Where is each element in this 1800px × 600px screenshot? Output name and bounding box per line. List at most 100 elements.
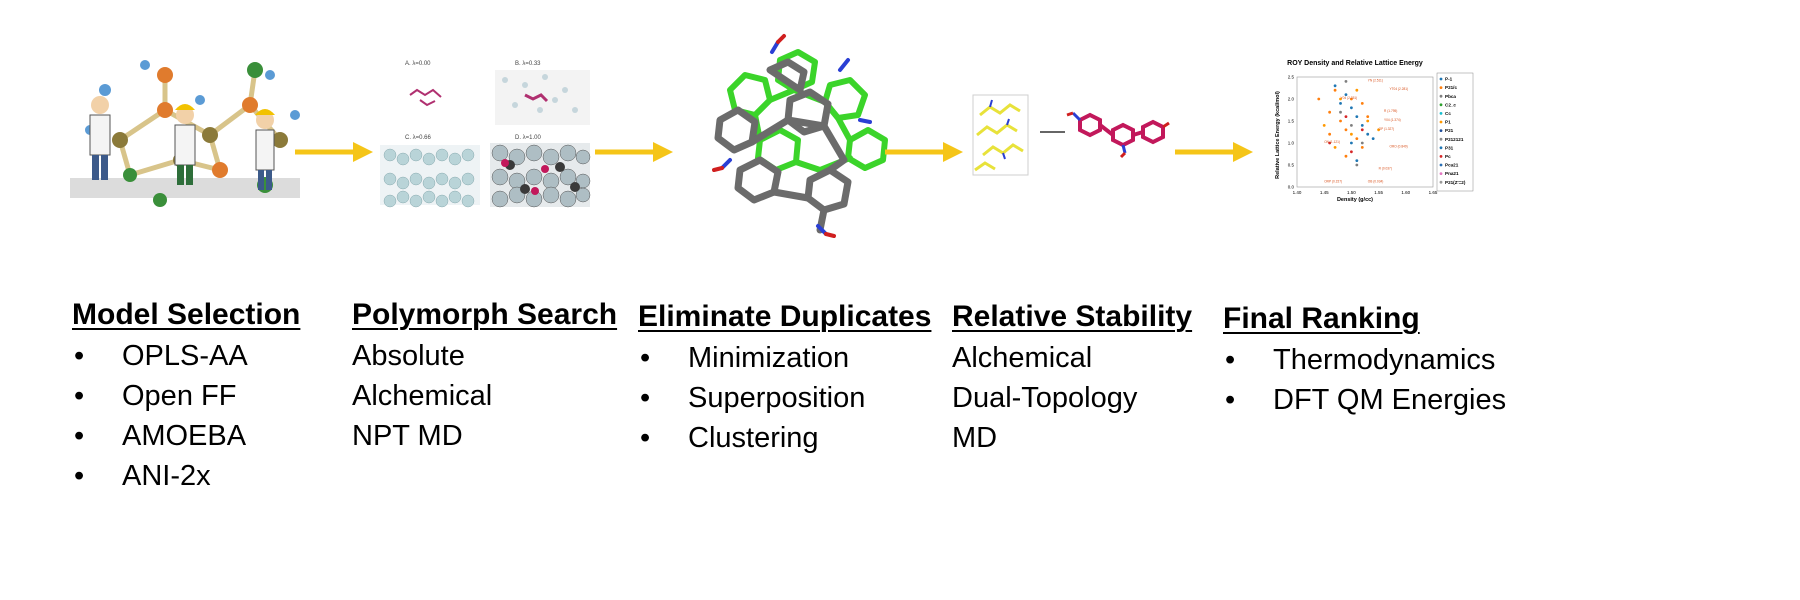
data-point <box>1333 84 1337 88</box>
legend-box <box>1436 72 1474 192</box>
data-point <box>1344 154 1348 158</box>
y-axis-label: Relative Lattice Energy (kcal/mol) <box>1275 91 1281 179</box>
list-item: • Minimization <box>638 338 931 378</box>
data-point <box>1328 141 1332 145</box>
bullet: • <box>1225 384 1236 416</box>
legend-marker <box>1439 180 1443 184</box>
step-title: Final Ranking <box>1223 302 1420 335</box>
data-point <box>1339 97 1342 101</box>
legend-marker <box>1439 155 1443 158</box>
ranking-scatter-chart: ROY Density and Relative Lattice Energy … <box>1275 60 1474 203</box>
step-final-ranking: Final Ranking • Thermodynamics • DFT QM En… <box>1223 302 1506 420</box>
data-point <box>1360 124 1364 127</box>
step-title: Model Selection <box>72 298 301 331</box>
panel-label: B. λ=0.33 <box>515 61 541 67</box>
list-item: Absolute <box>352 340 465 372</box>
list-item: • Open FF <box>72 376 300 416</box>
data-point <box>1355 137 1359 140</box>
relative-stability-illustration <box>972 94 1170 176</box>
data-point <box>1350 106 1353 110</box>
legend-label: C2_c <box>1445 102 1456 107</box>
data-point <box>1322 124 1326 127</box>
legend-label: Cc <box>1445 111 1451 116</box>
bullet: • <box>74 420 85 452</box>
bullet: • <box>640 342 651 374</box>
step-polymorph-search: Polymorph Search Absolute Alchemical NPT… <box>352 298 617 456</box>
crystal-b <box>495 70 590 125</box>
step-relative-stability: Relative Stability Alchemical Dual-Topol… <box>952 300 1192 458</box>
data-point <box>1366 115 1370 118</box>
yellow-crystal <box>972 94 1029 176</box>
data-point <box>1333 146 1337 149</box>
flow-arrow-4 <box>1175 142 1253 162</box>
data-point <box>1366 132 1370 136</box>
list-item: • Thermodynamics <box>1223 340 1506 380</box>
y-tick-label: 1.0 <box>1288 141 1295 146</box>
flow-arrow-3 <box>885 142 963 162</box>
legend-marker <box>1439 103 1443 107</box>
list-item: Dual-Topology <box>952 382 1138 414</box>
point-annotation: OB (0.034) <box>1368 180 1384 184</box>
legend-label: P1 <box>1445 120 1451 125</box>
list-item: • AMOEBA <box>72 416 300 456</box>
chart-title: ROY Density and Relative Lattice Energy <box>1287 60 1423 67</box>
legend-marker <box>1439 112 1443 115</box>
data-point <box>1317 97 1321 101</box>
bullet: • <box>74 460 85 492</box>
step-title: Relative Stability <box>952 300 1193 333</box>
magenta-molecules <box>1078 112 1165 148</box>
data-point <box>1339 102 1342 105</box>
list-item: • Superposition <box>638 378 931 418</box>
data-point <box>1360 146 1364 149</box>
step-title: Polymorph Search <box>352 298 618 331</box>
panel-label: A. λ=0.00 <box>405 61 431 67</box>
legend-label: Pc <box>1445 154 1451 159</box>
data-point <box>1366 119 1370 123</box>
legend-marker <box>1439 163 1443 167</box>
legend-label: P31 <box>1445 145 1454 150</box>
data-point <box>1355 115 1359 118</box>
data-point <box>1344 128 1348 132</box>
floor <box>70 178 300 198</box>
list-item: • OPLS-AA <box>72 336 300 376</box>
list-item: NPT MD <box>352 420 463 452</box>
x-tick-label: 1.45 <box>1320 190 1329 195</box>
legend-label: P21/c <box>1445 85 1457 90</box>
flow-arrow-1 <box>295 142 373 162</box>
y-tick-label: 0.0 <box>1288 185 1295 190</box>
data-point <box>1371 137 1375 140</box>
data-point <box>1350 124 1353 127</box>
x-axis-label: Density (g/cc) <box>1337 197 1373 203</box>
data-point <box>1328 110 1332 114</box>
x-tick-label: 1.55 <box>1374 190 1383 195</box>
crystal-d <box>490 143 591 208</box>
list-item: • ANI-2x <box>72 456 300 496</box>
legend-marker <box>1439 120 1443 124</box>
data-point <box>1350 97 1353 101</box>
x-tick-label: 1.60 <box>1401 190 1410 195</box>
point-annotation: R (1.795) <box>1384 109 1397 113</box>
list-item: Alchemical <box>352 380 493 412</box>
legend-marker <box>1439 137 1443 141</box>
y-tick-label: 1.5 <box>1288 119 1295 124</box>
point-annotation: YN (2.511) <box>1368 78 1383 82</box>
legend-label: P21(Z'=2) <box>1445 180 1466 185</box>
data-point <box>1344 80 1348 83</box>
legend-marker <box>1439 172 1443 175</box>
point-annotation: YT04 (2.281) <box>1389 87 1408 91</box>
y-tick-label: 2.5 <box>1288 75 1295 80</box>
y-tick-label: 2.0 <box>1288 97 1295 102</box>
step-eliminate-duplicates: Eliminate Duplicates • Minimization • Supe… <box>638 300 931 458</box>
legend-marker <box>1439 77 1443 81</box>
point-annotation: OP (1.327) <box>1379 127 1395 131</box>
legend-label: P-1 <box>1445 77 1453 82</box>
bullet: • <box>1225 344 1236 376</box>
data-point <box>1333 88 1337 92</box>
legend-label: P21 <box>1445 128 1454 133</box>
molecule-a <box>409 88 442 107</box>
crystal-c <box>380 145 480 208</box>
data-point <box>1350 141 1353 145</box>
data-point <box>1360 141 1364 145</box>
list-item: • DFT QM Energies <box>1223 380 1506 420</box>
panel-label: D. λ=1.00 <box>515 135 542 141</box>
